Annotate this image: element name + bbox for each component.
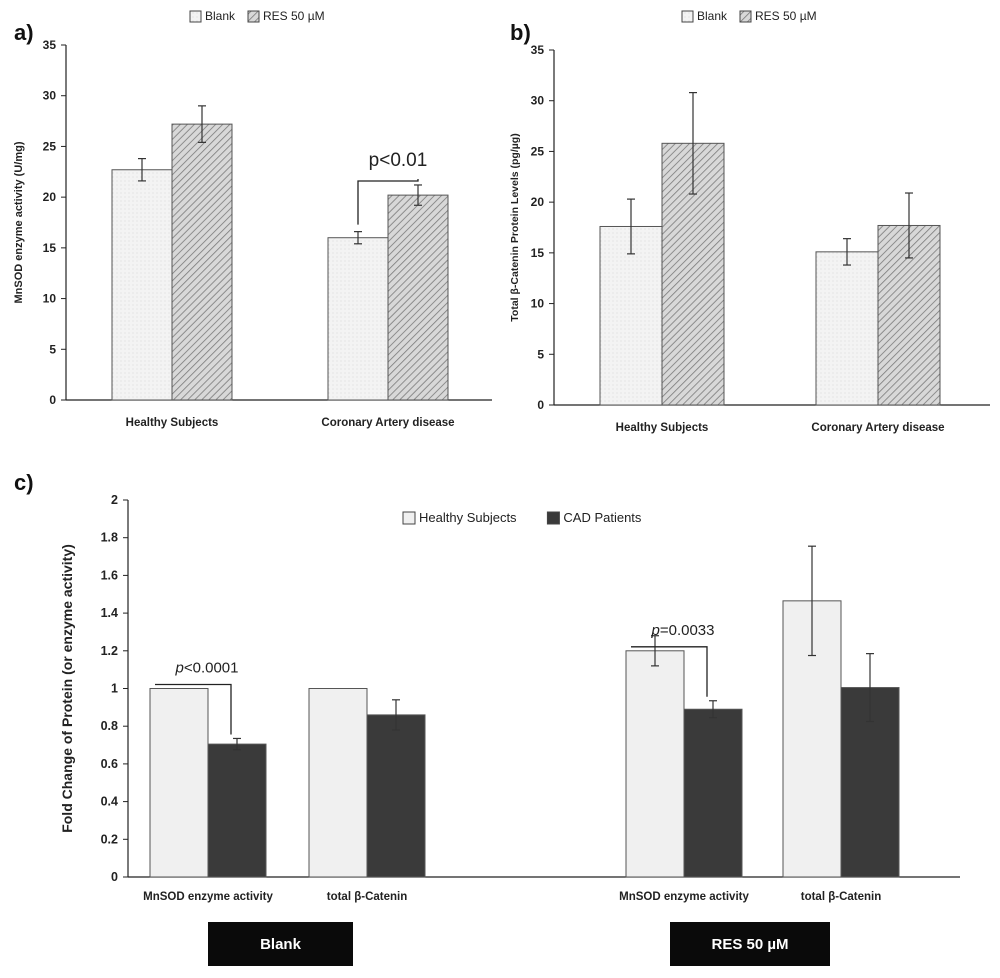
y-tick-label: 35 [43,38,57,52]
category-label: Healthy Subjects [126,417,219,429]
bar [683,708,743,878]
y-tick-label: 25 [43,139,57,153]
significance-label: p=0.0033 [651,622,715,639]
y-axis-label: Total β-Catenin Protein Levels (pg/µg) [509,133,521,321]
y-tick-label: 0.2 [101,832,118,846]
bar [111,169,173,401]
bar [308,688,368,878]
y-tick-label: 0 [111,870,118,884]
significance-bracket [155,683,232,735]
legend-label: RES 50 µM [755,9,817,23]
group-label-res: RES 50 µM [670,922,830,966]
category-label: MnSOD enzyme activity [619,891,749,903]
chart-a-svg: 0 5 10 15 20 25 30 35 MnSOD enzyme activity (U/m… [13,9,492,429]
y-tick-label: 1 [111,682,118,696]
category-label: Healthy Subjects [616,422,709,434]
legend-swatch [681,10,694,23]
y-axis-label: Fold Change of Protein (or enzyme activi… [59,544,75,833]
significance-p: p [651,622,660,639]
bar [387,194,449,401]
significance-label: p<0.0001 [175,660,239,677]
significance-value: =0.0033 [660,622,715,639]
bar [327,237,389,401]
category-label: Coronary Artery disease [811,422,944,434]
y-tick-label: 1.6 [101,568,118,582]
category-label: MnSOD enzyme activity [143,891,273,903]
y-tick-label: 35 [531,43,545,57]
y-tick-label: 15 [531,246,545,260]
significance-value: <0.0001 [184,660,239,677]
bar [815,251,879,406]
panel-label-b: b) [510,20,531,45]
significance-label: p<0.01 [369,150,428,171]
y-tick-label: 5 [537,347,544,361]
legend-swatch [189,10,202,23]
chart-a: a) 0 5 10 15 20 25 30 35 MnSOD enzyme activity (… [0,0,500,470]
y-tick-label: 20 [43,190,57,204]
legend-label: Healthy Subjects [419,510,517,525]
legend-label: Blank [697,9,728,23]
chart-b-svg: 0 5 10 15 20 25 30 35 Total β-Catenin Protein Le… [509,9,990,434]
y-tick-label: 0.4 [101,795,118,809]
y-tick-label: 5 [49,342,56,356]
y-tick-label: 2 [111,493,118,507]
y-tick-label: 0 [49,393,56,407]
bar [171,123,233,401]
y-tick-label: 0 [537,398,544,412]
y-tick-label: 15 [43,241,57,255]
panel-label-c: c) [14,470,34,495]
y-tick-label: 30 [531,94,545,108]
chart-c: c) 0 0.2 0.4 0.6 0.8 1 1.2 1.4 1.6 1.8 2 Fold Chang… [0,470,1000,978]
y-tick-label: 0.6 [101,757,118,771]
significance-bracket [631,646,708,697]
y-tick-label: 1.8 [101,531,118,545]
legend-label: RES 50 µM [263,9,325,23]
bar [207,743,267,878]
y-tick-label: 30 [43,89,57,103]
chart-b: b) 0 5 10 15 20 25 30 35 Total β-Catenin Protein… [500,0,1000,470]
y-tick-label: 1.2 [101,644,118,658]
significance-bracket [357,178,419,225]
category-label: total β-Catenin [327,891,408,903]
y-tick-label: 10 [43,292,57,306]
y-tick-label: 20 [531,195,545,209]
category-label: total β-Catenin [801,891,882,903]
legend-label: CAD Patients [563,510,642,525]
y-tick-label: 1.4 [101,606,118,620]
y-tick-label: 0.8 [101,719,118,733]
y-axis-label: MnSOD enzyme activity (U/mg) [13,141,25,303]
panel-label-a: a) [14,20,34,45]
legend-swatch [402,511,416,525]
legend-swatch [546,511,560,525]
bar [625,650,685,878]
legend-swatch [739,10,752,23]
bar [149,688,209,878]
y-tick-label: 25 [531,144,545,158]
legend-swatch [247,10,260,23]
legend-label: Blank [205,9,236,23]
bar [366,714,426,878]
y-tick-label: 10 [531,297,545,311]
chart-c-svg: 0 0.2 0.4 0.6 0.8 1 1.2 1.4 1.6 1.8 2 Fold Change o… [59,493,960,903]
significance-p: p [175,660,184,677]
category-label: Coronary Artery disease [321,417,454,429]
group-label-blank: Blank [208,922,353,966]
